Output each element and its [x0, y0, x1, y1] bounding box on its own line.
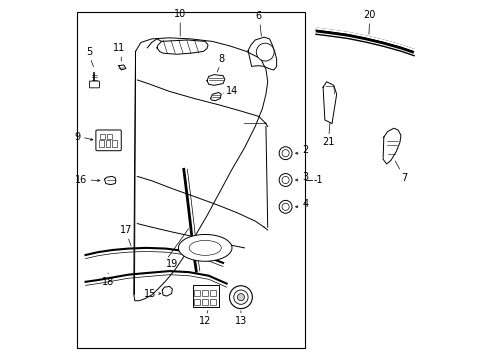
Circle shape — [237, 294, 244, 301]
Bar — [210, 298, 216, 305]
Text: 5: 5 — [86, 47, 92, 57]
Bar — [99, 140, 103, 147]
Text: 2: 2 — [302, 145, 308, 156]
Text: -1: -1 — [312, 175, 322, 185]
Circle shape — [282, 150, 288, 157]
Bar — [194, 298, 200, 305]
Text: 17: 17 — [120, 225, 133, 235]
Text: 12: 12 — [199, 316, 211, 327]
Bar — [202, 290, 207, 296]
Text: 14: 14 — [225, 86, 238, 96]
Text: 15: 15 — [143, 289, 156, 298]
Ellipse shape — [189, 240, 221, 255]
Bar — [202, 298, 207, 305]
Text: 18: 18 — [102, 277, 114, 287]
Text: 19: 19 — [165, 259, 178, 269]
Bar — [105, 140, 110, 147]
FancyBboxPatch shape — [89, 81, 99, 88]
Text: 10: 10 — [174, 9, 186, 19]
Circle shape — [279, 201, 291, 213]
Text: 6: 6 — [255, 11, 261, 21]
Text: 4: 4 — [302, 199, 308, 209]
Circle shape — [279, 147, 291, 159]
Circle shape — [233, 290, 247, 304]
Bar — [194, 290, 200, 296]
Bar — [107, 134, 112, 139]
Bar — [100, 134, 104, 139]
Circle shape — [256, 43, 274, 61]
Text: 11: 11 — [112, 43, 124, 53]
Circle shape — [282, 176, 288, 184]
Bar — [210, 290, 216, 296]
Circle shape — [229, 286, 252, 309]
Text: 8: 8 — [218, 54, 224, 64]
Circle shape — [279, 174, 291, 186]
Circle shape — [282, 203, 288, 210]
Text: 16: 16 — [75, 175, 87, 185]
Bar — [192, 285, 219, 307]
Text: 9: 9 — [75, 132, 81, 142]
Text: 21: 21 — [322, 137, 334, 147]
Ellipse shape — [178, 234, 231, 261]
Text: 13: 13 — [234, 316, 246, 327]
Text: 20: 20 — [363, 10, 375, 20]
FancyBboxPatch shape — [96, 130, 121, 151]
Bar — [112, 140, 116, 147]
Bar — [77, 12, 305, 348]
Text: 3: 3 — [302, 172, 308, 182]
Text: 7: 7 — [401, 173, 407, 183]
